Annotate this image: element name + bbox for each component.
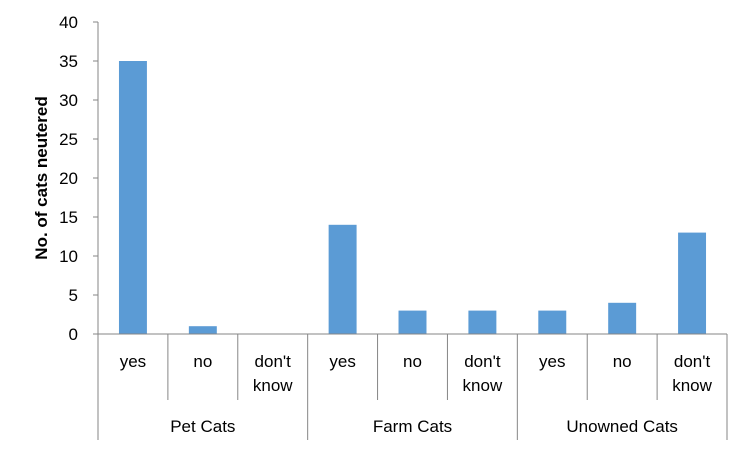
x-category-label: yes — [539, 352, 565, 371]
x-category-label: yes — [120, 352, 146, 371]
bar — [608, 302, 637, 334]
bar — [328, 224, 357, 334]
x-category-label: don't — [255, 352, 292, 371]
x-group-label: Pet Cats — [170, 417, 235, 436]
x-category-label: know — [253, 376, 293, 395]
x-category-label: know — [672, 376, 712, 395]
x-axis: yes no don't know yes no don't know yes no don't kn… — [97, 333, 728, 440]
x-group-label: Unowned Cats — [566, 417, 678, 436]
y-tick-label: 20 — [59, 169, 78, 188]
y-tick-label: 5 — [69, 286, 78, 305]
y-tick-label: 25 — [59, 130, 78, 149]
y-tick-label: 40 — [59, 13, 78, 32]
y-axis-label: No. of cats neutered — [32, 96, 51, 259]
bar-series — [118, 61, 707, 334]
x-category-label: no — [613, 352, 632, 371]
x-category-label: yes — [329, 352, 355, 371]
y-tick-label: 15 — [59, 208, 78, 227]
bar — [118, 61, 147, 334]
y-tick-label: 35 — [59, 52, 78, 71]
x-category-label: no — [403, 352, 422, 371]
x-category-label: no — [193, 352, 212, 371]
y-tick-label: 0 — [69, 325, 78, 344]
bar — [398, 310, 427, 334]
bar — [188, 326, 217, 334]
bar — [468, 310, 497, 334]
bar — [538, 310, 567, 334]
x-group-label: Farm Cats — [373, 417, 452, 436]
bar — [678, 232, 707, 334]
y-axis: 0 5 10 15 20 25 30 35 40 — [59, 13, 99, 344]
y-tick-label: 30 — [59, 91, 78, 110]
x-category-label: know — [463, 376, 503, 395]
x-category-label: don't — [674, 352, 711, 371]
y-tick-label: 10 — [59, 247, 78, 266]
x-category-label: don't — [464, 352, 501, 371]
